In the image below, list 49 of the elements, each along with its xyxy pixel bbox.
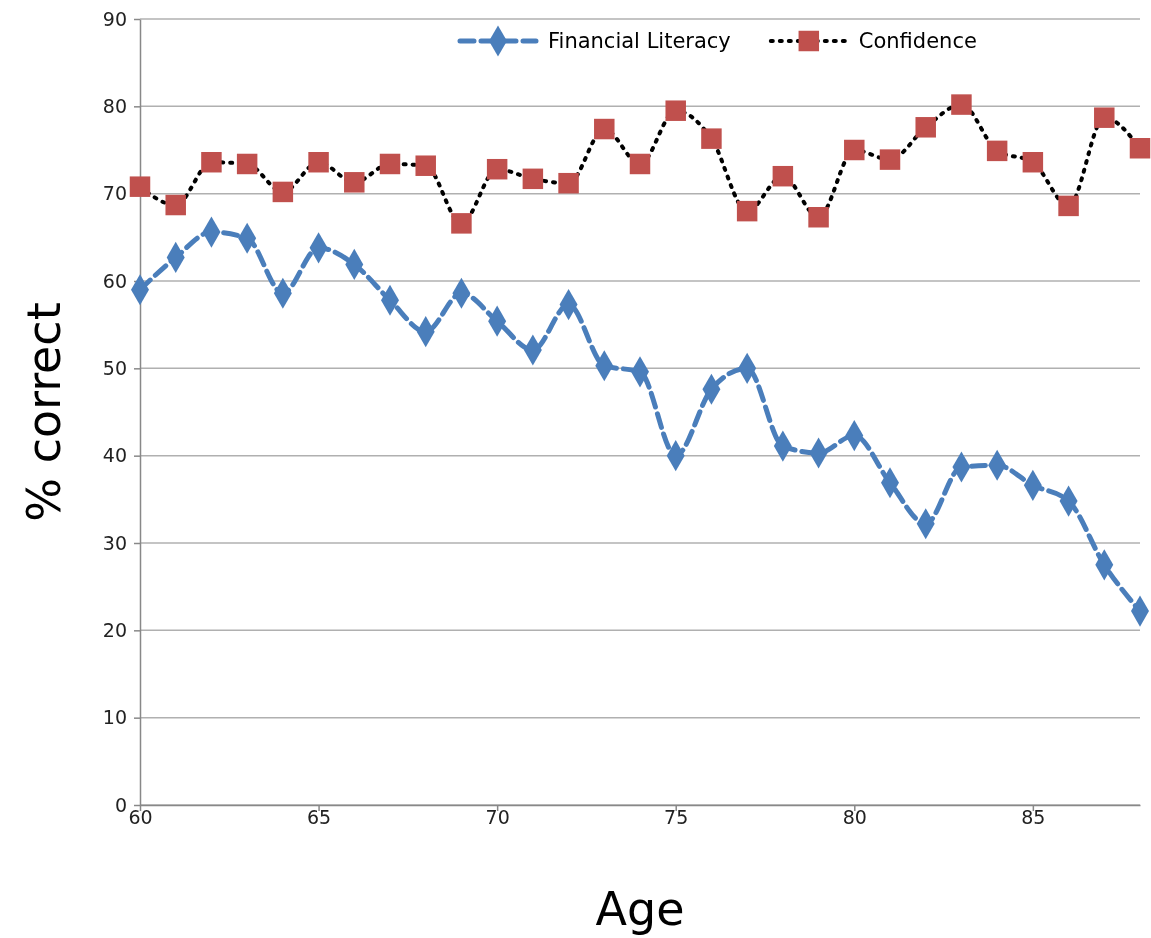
y-tick-label: 70 <box>102 182 127 205</box>
legend-label: Confidence <box>858 29 977 53</box>
point <box>665 100 686 121</box>
y-axis-title: % correct <box>17 302 71 522</box>
y-tick-label: 90 <box>102 7 127 30</box>
point <box>736 200 758 222</box>
y-tick-label: 50 <box>102 356 127 379</box>
point <box>915 117 936 138</box>
point <box>701 128 722 149</box>
point <box>379 153 401 175</box>
y-tick-label: 0 <box>114 793 127 816</box>
point <box>1058 195 1079 217</box>
y-tick-label: 40 <box>102 444 127 467</box>
point <box>879 149 901 170</box>
point <box>594 118 615 140</box>
point <box>951 94 972 115</box>
point <box>629 153 651 175</box>
point <box>236 153 258 175</box>
point <box>272 181 294 203</box>
x-axis-title: Age <box>595 882 685 936</box>
point <box>772 165 794 187</box>
point <box>486 158 508 180</box>
legend-label: Financial Literacy <box>548 29 731 53</box>
x-tick-label: 75 <box>664 806 689 828</box>
point <box>201 151 222 173</box>
point <box>415 155 436 176</box>
point <box>1094 107 1115 128</box>
point <box>344 172 365 193</box>
x-tick-label: 65 <box>306 806 332 828</box>
y-tick-label: 10 <box>102 706 127 729</box>
point <box>1129 138 1151 159</box>
point <box>844 139 865 161</box>
point <box>522 168 544 190</box>
x-tick-label: 70 <box>485 806 510 828</box>
point <box>129 176 151 197</box>
x-tick-label: 60 <box>128 806 153 828</box>
x-tick-label: 80 <box>842 806 867 828</box>
y-tick-label: 20 <box>102 618 127 641</box>
point <box>451 213 472 234</box>
point <box>165 194 186 216</box>
y-tick-label: 60 <box>102 269 127 292</box>
point <box>558 172 579 194</box>
y-tick-label: 30 <box>102 531 127 554</box>
x-tick-label: 85 <box>1021 806 1046 828</box>
point <box>1022 151 1044 173</box>
y-tick-label: 80 <box>102 94 127 117</box>
point <box>308 151 329 173</box>
point <box>986 140 1008 162</box>
point <box>808 207 829 228</box>
